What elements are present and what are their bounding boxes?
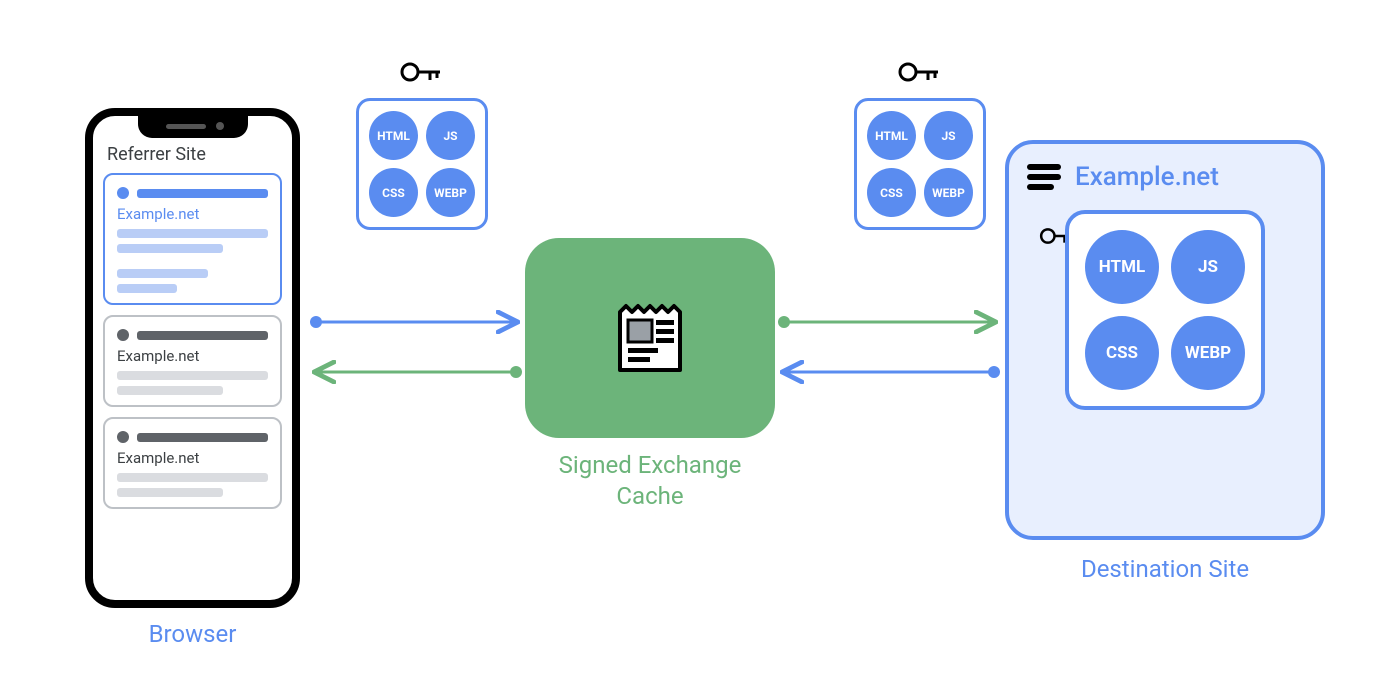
cache-label: Signed Exchange Cache — [525, 450, 775, 512]
phone-screen: Referrer Site Example.net Example.net Ex… — [103, 134, 282, 590]
asset-circle: WEBP — [1171, 316, 1245, 390]
signed-exchange-cache — [525, 238, 775, 438]
card-domain: Example.net — [117, 347, 268, 365]
key-icon — [898, 60, 940, 84]
card-domain: Example.net — [117, 205, 268, 223]
cache-label-line2: Cache — [616, 482, 683, 510]
browser-label: Browser — [85, 620, 300, 648]
site-card: Example.net — [103, 417, 282, 509]
diagram-stage: Referrer Site Example.net Example.net Ex… — [0, 0, 1386, 680]
site-card: Example.net — [103, 315, 282, 407]
site-card: Example.net — [103, 173, 282, 305]
destination-label: Destination Site — [1005, 555, 1325, 583]
asset-circle: WEBP — [426, 168, 475, 217]
dest-site-name: Example.net — [1075, 162, 1219, 192]
asset-circle: HTML — [867, 111, 916, 160]
site-cards: Example.net Example.net Example.net — [103, 173, 282, 509]
key-icon — [400, 60, 442, 84]
asset-circle: CSS — [1085, 316, 1159, 390]
newspaper-icon — [608, 296, 692, 380]
dest-header: Example.net — [1027, 162, 1303, 192]
browser-phone: Referrer Site Example.net Example.net Ex… — [85, 108, 300, 608]
asset-circle: HTML — [1085, 230, 1159, 304]
hamburger-icon — [1027, 164, 1061, 190]
asset-circle: HTML — [369, 111, 418, 160]
asset-circle: JS — [924, 111, 973, 160]
asset-package: HTMLJSCSSWEBP — [356, 98, 488, 230]
asset-circle: CSS — [369, 168, 418, 217]
asset-circle: CSS — [867, 168, 916, 217]
asset-circle: WEBP — [924, 168, 973, 217]
referrer-site-title: Referrer Site — [107, 144, 282, 165]
destination-site-box: Example.net HTMLJSCSSWEBP Digital certif… — [1005, 140, 1325, 540]
card-domain: Example.net — [117, 449, 268, 467]
asset-package-large: HTMLJSCSSWEBP — [1065, 210, 1265, 410]
asset-circle: JS — [1171, 230, 1245, 304]
cache-label-line1: Signed Exchange — [559, 451, 742, 479]
asset-package: HTMLJSCSSWEBP — [854, 98, 986, 230]
asset-circle: JS — [426, 111, 475, 160]
